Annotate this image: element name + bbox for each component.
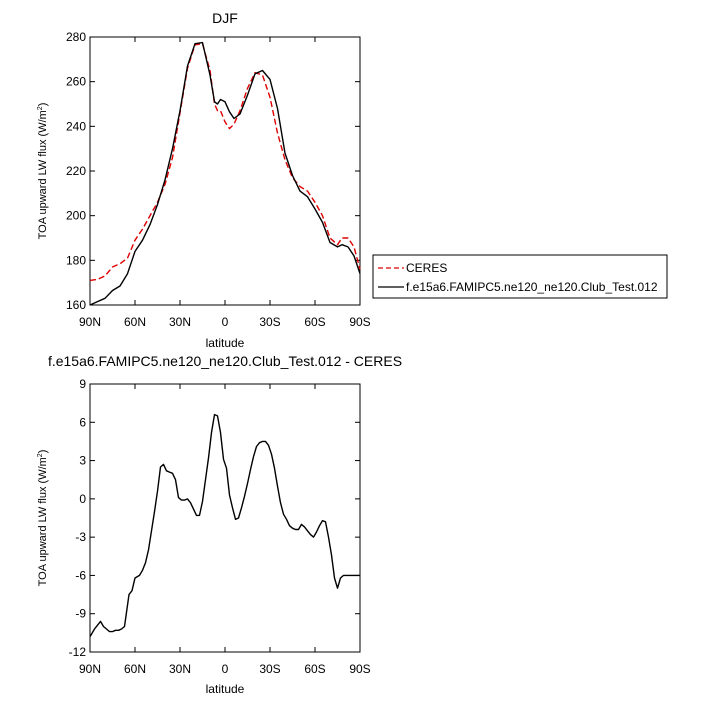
top-xtick-label: 90S bbox=[349, 315, 370, 329]
top-y-axis-label-end: ) bbox=[37, 103, 49, 107]
top-ytick-label: 180 bbox=[66, 253, 86, 267]
top-series-lines bbox=[89, 41, 361, 306]
bottom-xtick-label: 90S bbox=[349, 662, 370, 676]
top-y-axis-label-main: TOA upward LW flux (W/m bbox=[37, 110, 49, 239]
top-xtick-label: 60S bbox=[304, 315, 325, 329]
top-ytick-label: 260 bbox=[66, 75, 86, 89]
legend-label-ceres: CERES bbox=[406, 261, 447, 275]
top-chart-title: DJF bbox=[212, 10, 238, 26]
bottom-ytick-label: -12 bbox=[69, 645, 87, 659]
bottom-ytick-label: -6 bbox=[75, 568, 86, 582]
bottom-xtick-label: 30S bbox=[259, 662, 280, 676]
bottom-plot-frame bbox=[89, 383, 361, 653]
bottom-ytick-label: 3 bbox=[79, 454, 86, 468]
bottom-y-axis-label-main: TOA upward LW flux (W/m bbox=[37, 457, 49, 586]
bottom-xtick-label: 30N bbox=[169, 662, 191, 676]
bottom-x-axis: 90N 60N 30N 0 30S 60S 90S bbox=[79, 384, 371, 676]
bottom-ytick-label: 0 bbox=[79, 492, 86, 506]
bottom-xtick-label: 60S bbox=[304, 662, 325, 676]
bottom-xtick-label: 0 bbox=[222, 662, 229, 676]
top-ytick-label: 220 bbox=[66, 164, 86, 178]
top-series-line-ceres bbox=[89, 43, 361, 282]
bottom-y-axis-label-sup: 2 bbox=[37, 453, 44, 457]
top-xtick-label: 30S bbox=[259, 315, 280, 329]
bottom-xtick-label: 60N bbox=[124, 662, 146, 676]
top-series-line-model bbox=[89, 41, 361, 306]
top-y-axis-label-sup: 2 bbox=[37, 106, 44, 110]
top-y-axis-label: TOA upward LW flux (W/m2) bbox=[37, 103, 49, 240]
top-ytick-label: 200 bbox=[66, 209, 86, 223]
top-legend: CERES f.e15a6.FAMIPC5.ne120_ne120.Club_T… bbox=[372, 254, 668, 299]
bottom-panel: f.e15a6.FAMIPC5.ne120_ne120.Club_Test.01… bbox=[37, 353, 402, 696]
top-panel: DJF 160 180 200 220 240 260 280 90N 60N 30N 0 30S 6… bbox=[37, 10, 668, 350]
legend-label-model: f.e15a6.FAMIPC5.ne120_ne120.Club_Test.01… bbox=[406, 280, 658, 294]
top-xtick-label: 90N bbox=[79, 315, 101, 329]
top-ytick-label: 240 bbox=[66, 119, 86, 133]
top-xtick-label: 0 bbox=[222, 315, 229, 329]
top-ytick-label: 280 bbox=[66, 30, 86, 44]
top-y-axis: 160 180 200 220 240 260 280 bbox=[66, 30, 360, 312]
bottom-ytick-label: 6 bbox=[79, 415, 86, 429]
bottom-xtick-label: 90N bbox=[79, 662, 101, 676]
bottom-series-lines bbox=[89, 413, 360, 638]
top-x-axis: 90N 60N 30N 0 30S 60S 90S bbox=[79, 37, 371, 329]
bottom-ytick-label: -3 bbox=[75, 530, 86, 544]
top-ytick-label: 160 bbox=[66, 298, 86, 312]
bottom-ytick-label: -9 bbox=[75, 607, 86, 621]
legend-box bbox=[372, 254, 668, 299]
bottom-series-line-difference bbox=[89, 413, 360, 638]
top-xtick-label: 30N bbox=[169, 315, 191, 329]
top-xtick-label: 60N bbox=[124, 315, 146, 329]
bottom-y-axis-label-end: ) bbox=[37, 450, 49, 454]
bottom-y-axis-label: TOA upward LW flux (W/m2) bbox=[37, 450, 49, 587]
bottom-chart-title: f.e15a6.FAMIPC5.ne120_ne120.Club_Test.01… bbox=[48, 353, 402, 369]
bottom-x-axis-label: latitude bbox=[206, 682, 245, 696]
bottom-ytick-label: 9 bbox=[79, 377, 86, 391]
top-x-axis-label: latitude bbox=[206, 336, 245, 350]
